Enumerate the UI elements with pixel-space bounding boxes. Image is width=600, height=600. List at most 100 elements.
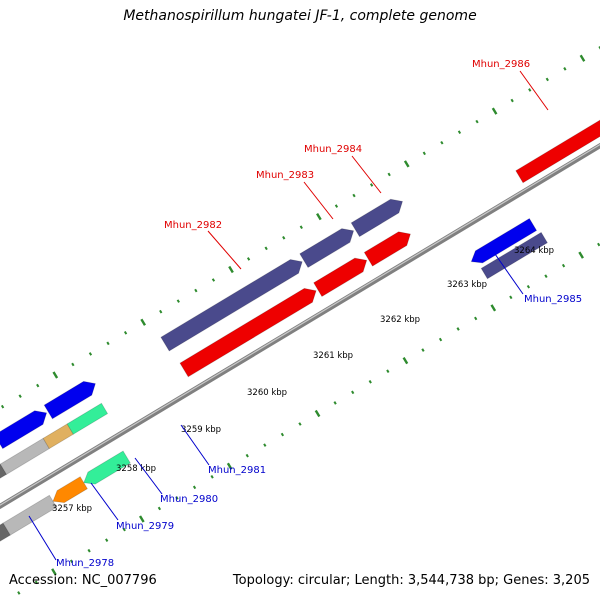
gene-arrow-forward[interactable] (179, 287, 317, 378)
gene-label-reverse[interactable]: Mhun_2981 (208, 465, 266, 476)
gene-arrow-forward[interactable] (43, 380, 96, 420)
label-leader-line (494, 253, 524, 295)
gene-arrow-forward[interactable] (350, 198, 404, 238)
minor-tick (18, 394, 22, 398)
scale-label: 3258 kbp (116, 464, 156, 474)
major-tick (403, 160, 410, 168)
minor-tick (69, 559, 74, 564)
label-leader-line (180, 424, 210, 466)
gene-arrow-reverse[interactable] (83, 450, 131, 485)
minor-tick (280, 432, 285, 437)
major-tick (228, 265, 234, 274)
gene-arrow-forward[interactable] (160, 259, 303, 352)
gene-label-forward[interactable]: Mhun_2982 (164, 220, 222, 231)
gene-arrow-forward[interactable] (0, 463, 8, 529)
label-leader-line (519, 70, 549, 111)
minor-tick (159, 309, 163, 314)
major-tick (490, 304, 497, 312)
gene-label-reverse[interactable]: Mhun_2978 (56, 558, 114, 569)
minor-tick (88, 352, 93, 356)
minor-tick (597, 242, 600, 247)
scale-label: 3264 kbp (514, 246, 554, 256)
label-leader-line (207, 230, 242, 270)
major-tick (579, 54, 586, 62)
gene-label-reverse[interactable]: Mhun_2980 (160, 494, 218, 505)
minor-tick (544, 274, 548, 278)
major-tick (140, 318, 146, 326)
minor-tick (387, 172, 391, 177)
scale-label: 3262 kbp (380, 315, 420, 325)
minor-tick (211, 278, 216, 282)
minor-tick (105, 538, 109, 542)
minor-tick (369, 183, 374, 187)
minor-tick (0, 404, 5, 409)
gene-arrow-forward[interactable] (515, 116, 600, 184)
minor-tick (210, 475, 214, 479)
label-leader-line (351, 155, 382, 194)
minor-tick (175, 496, 179, 500)
minor-tick (34, 580, 39, 585)
scale-label: 3259 kbp (181, 425, 221, 435)
minor-tick (264, 246, 268, 251)
minor-tick (298, 422, 302, 426)
minor-tick (561, 263, 566, 268)
minor-tick (333, 401, 337, 405)
minor-tick (299, 225, 303, 230)
minor-tick (123, 330, 128, 335)
gene-arrow-reverse[interactable] (2, 494, 58, 536)
major-tick (226, 462, 233, 470)
gene-arrow-forward[interactable] (299, 228, 355, 269)
scale-label: 3263 kbp (447, 280, 487, 290)
scale-label: 3257 kbp (52, 504, 92, 514)
backbone-line (0, 142, 600, 510)
minor-tick (457, 130, 462, 134)
minor-tick (122, 527, 126, 532)
lower-tick-row (17, 242, 600, 595)
gene-arrow-forward[interactable] (0, 410, 48, 450)
gene-arrow-forward[interactable] (313, 257, 368, 298)
minor-tick (263, 443, 267, 447)
gene-label-reverse[interactable]: Mhun_2985 (524, 294, 582, 305)
map-title: Methanospirillum hungatei JF-1, complete… (123, 8, 477, 24)
minor-tick (282, 235, 286, 240)
backbone-highlight (0, 143, 600, 506)
minor-tick (87, 548, 91, 553)
major-tick (491, 107, 498, 115)
major-tick (314, 409, 321, 418)
minor-tick (510, 98, 514, 103)
minor-tick (456, 327, 460, 331)
gene-label-forward[interactable]: Mhun_2986 (472, 59, 530, 70)
label-leader-line (134, 457, 163, 495)
minor-tick (474, 316, 478, 321)
gene-arrow-forward[interactable] (363, 231, 411, 267)
gene-label-forward[interactable]: Mhun_2984 (304, 144, 362, 155)
gene-arrow-reverse[interactable] (52, 476, 88, 504)
minor-tick (194, 288, 198, 293)
minor-tick (509, 295, 513, 300)
minor-tick (528, 88, 532, 92)
minor-tick (176, 299, 180, 303)
minor-tick (36, 383, 40, 388)
minor-tick (545, 77, 549, 82)
minor-tick (352, 193, 356, 198)
gene-arrow-forward[interactable] (66, 402, 109, 435)
scale-label: 3260 kbp (247, 388, 287, 398)
gene-arrow-forward[interactable] (42, 423, 74, 450)
minor-tick (421, 348, 425, 352)
minor-tick (526, 284, 531, 289)
minor-tick (17, 591, 21, 595)
minor-tick (71, 362, 75, 367)
gene-label-forward[interactable]: Mhun_2983 (256, 170, 314, 181)
major-tick (316, 213, 322, 221)
minor-tick (245, 453, 249, 458)
minor-tick (106, 341, 110, 346)
minor-tick (438, 337, 443, 342)
label-leader-line (90, 482, 119, 521)
gene-arrow-reverse[interactable] (470, 217, 538, 264)
minor-tick (246, 257, 251, 261)
major-tick (138, 515, 145, 523)
gene-label-reverse[interactable]: Mhun_2979 (116, 521, 174, 532)
gene-arrow-reverse[interactable] (480, 231, 548, 280)
